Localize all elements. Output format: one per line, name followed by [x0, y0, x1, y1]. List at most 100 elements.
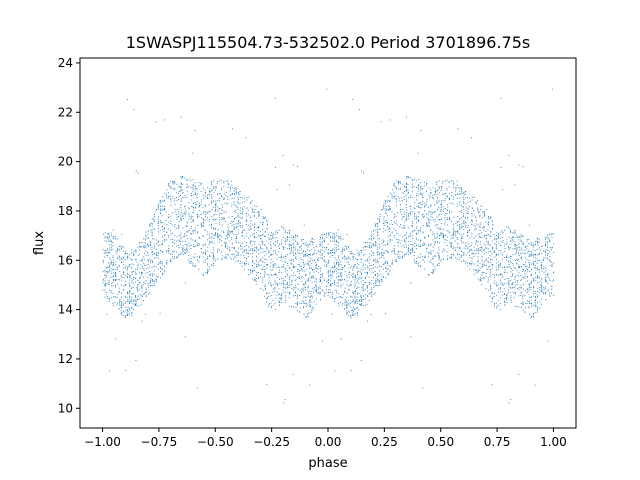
data-point — [127, 314, 129, 316]
data-point — [477, 211, 479, 213]
data-point — [262, 251, 264, 253]
data-point — [473, 210, 475, 211]
data-point — [401, 240, 403, 242]
data-point — [467, 201, 469, 203]
data-point — [237, 192, 239, 194]
data-point — [174, 188, 176, 190]
data-point — [396, 201, 397, 203]
data-point — [407, 249, 409, 251]
data-point — [547, 258, 549, 260]
data-point — [360, 268, 362, 270]
data-point — [296, 302, 298, 304]
data-point — [348, 267, 350, 269]
data-point — [537, 269, 539, 270]
data-point — [467, 216, 469, 218]
data-point — [467, 265, 469, 267]
data-point — [358, 109, 360, 111]
data-point — [430, 271, 432, 273]
data-point — [277, 284, 278, 285]
data-point — [412, 225, 414, 227]
data-point — [211, 263, 213, 265]
data-point — [354, 282, 356, 284]
data-point — [184, 208, 186, 210]
data-point — [227, 229, 229, 231]
data-point — [195, 207, 197, 209]
data-point — [213, 249, 215, 251]
data-point — [522, 298, 524, 300]
data-point — [221, 251, 223, 253]
data-point — [253, 269, 255, 271]
data-point — [352, 276, 354, 278]
data-point — [389, 208, 391, 210]
data-point — [531, 306, 533, 308]
data-point — [186, 196, 188, 198]
data-point — [213, 228, 215, 230]
data-point — [143, 245, 145, 247]
data-point — [407, 196, 409, 198]
data-point — [307, 313, 309, 315]
data-point — [477, 250, 479, 252]
data-point — [485, 288, 487, 290]
data-point — [229, 250, 231, 252]
data-point — [526, 259, 528, 261]
data-point — [276, 188, 278, 190]
data-point — [530, 316, 532, 318]
data-point — [376, 248, 378, 250]
data-point — [544, 286, 546, 288]
data-point — [274, 281, 276, 283]
data-point — [296, 298, 298, 300]
data-point — [168, 216, 170, 218]
data-point — [235, 191, 237, 192]
data-point — [315, 246, 317, 247]
data-point — [285, 295, 287, 297]
data-point — [262, 242, 264, 244]
data-point — [168, 251, 170, 253]
data-point — [131, 296, 133, 298]
data-point — [487, 289, 489, 291]
data-point — [490, 216, 492, 218]
data-point — [371, 291, 373, 293]
data-point — [354, 286, 356, 287]
data-point — [377, 238, 379, 240]
data-point — [139, 305, 141, 307]
data-point — [516, 249, 518, 251]
data-point — [282, 247, 284, 249]
data-point — [131, 280, 133, 282]
data-point — [340, 269, 342, 270]
data-point — [373, 259, 375, 261]
data-point — [311, 296, 313, 298]
data-point — [297, 264, 299, 266]
data-point — [311, 258, 313, 260]
data-point — [215, 218, 217, 220]
data-point — [153, 218, 155, 220]
data-point — [411, 248, 413, 250]
data-point — [207, 197, 208, 199]
data-point — [356, 263, 358, 265]
data-point — [238, 220, 239, 222]
data-point — [143, 238, 145, 240]
data-point — [284, 247, 286, 249]
data-point — [170, 204, 172, 206]
data-point — [379, 219, 380, 221]
data-point — [469, 257, 471, 259]
data-point — [174, 255, 175, 257]
data-point — [213, 263, 214, 264]
data-point — [219, 193, 221, 195]
data-point — [174, 211, 176, 213]
data-point — [407, 251, 409, 253]
data-point — [121, 245, 123, 247]
data-point — [198, 185, 200, 187]
data-point — [383, 220, 385, 222]
data-point — [204, 251, 206, 253]
data-point — [500, 308, 502, 310]
data-point — [196, 255, 198, 257]
data-point — [509, 286, 511, 288]
data-point — [199, 237, 201, 239]
data-point — [510, 257, 511, 259]
data-point — [192, 219, 194, 221]
data-point — [496, 248, 498, 250]
data-point — [532, 313, 534, 315]
data-point — [147, 283, 149, 285]
data-point — [122, 246, 124, 248]
data-point — [225, 192, 227, 193]
